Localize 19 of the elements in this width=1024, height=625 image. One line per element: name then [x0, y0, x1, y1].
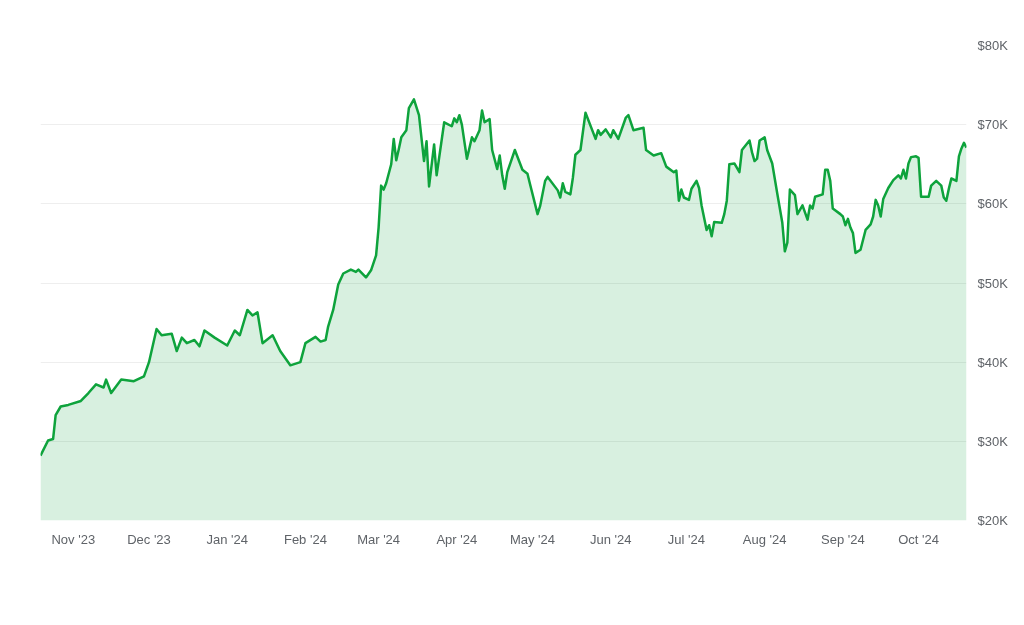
x-tick-label: Dec '23 [127, 531, 171, 547]
y-tick-label: $70K [977, 117, 1009, 133]
y-tick-label: $20K [977, 513, 1009, 528]
x-tick-label: Feb '24 [283, 531, 327, 547]
x-tick-label: Jul '24 [667, 531, 706, 547]
x-tick-label: Jun '24 [589, 531, 632, 547]
y-tick-label: $60K [977, 196, 1009, 212]
x-tick-label: Mar '24 [357, 531, 401, 547]
y-tick-label: $80K [977, 38, 1009, 53]
y-tick-label: $30K [977, 433, 1009, 449]
x-tick-label: Oct '24 [898, 531, 939, 547]
x-tick-label: Apr '24 [436, 531, 478, 547]
x-tick-label: May '24 [509, 531, 556, 547]
x-tick-label: Aug '24 [742, 531, 787, 547]
x-tick-label: Jan '24 [206, 531, 248, 547]
x-tick-label: Nov '23 [51, 531, 96, 547]
y-tick-label: $40K [977, 354, 1009, 370]
y-tick-label: $50K [977, 275, 1009, 291]
x-tick-label: Sep '24 [821, 531, 865, 547]
